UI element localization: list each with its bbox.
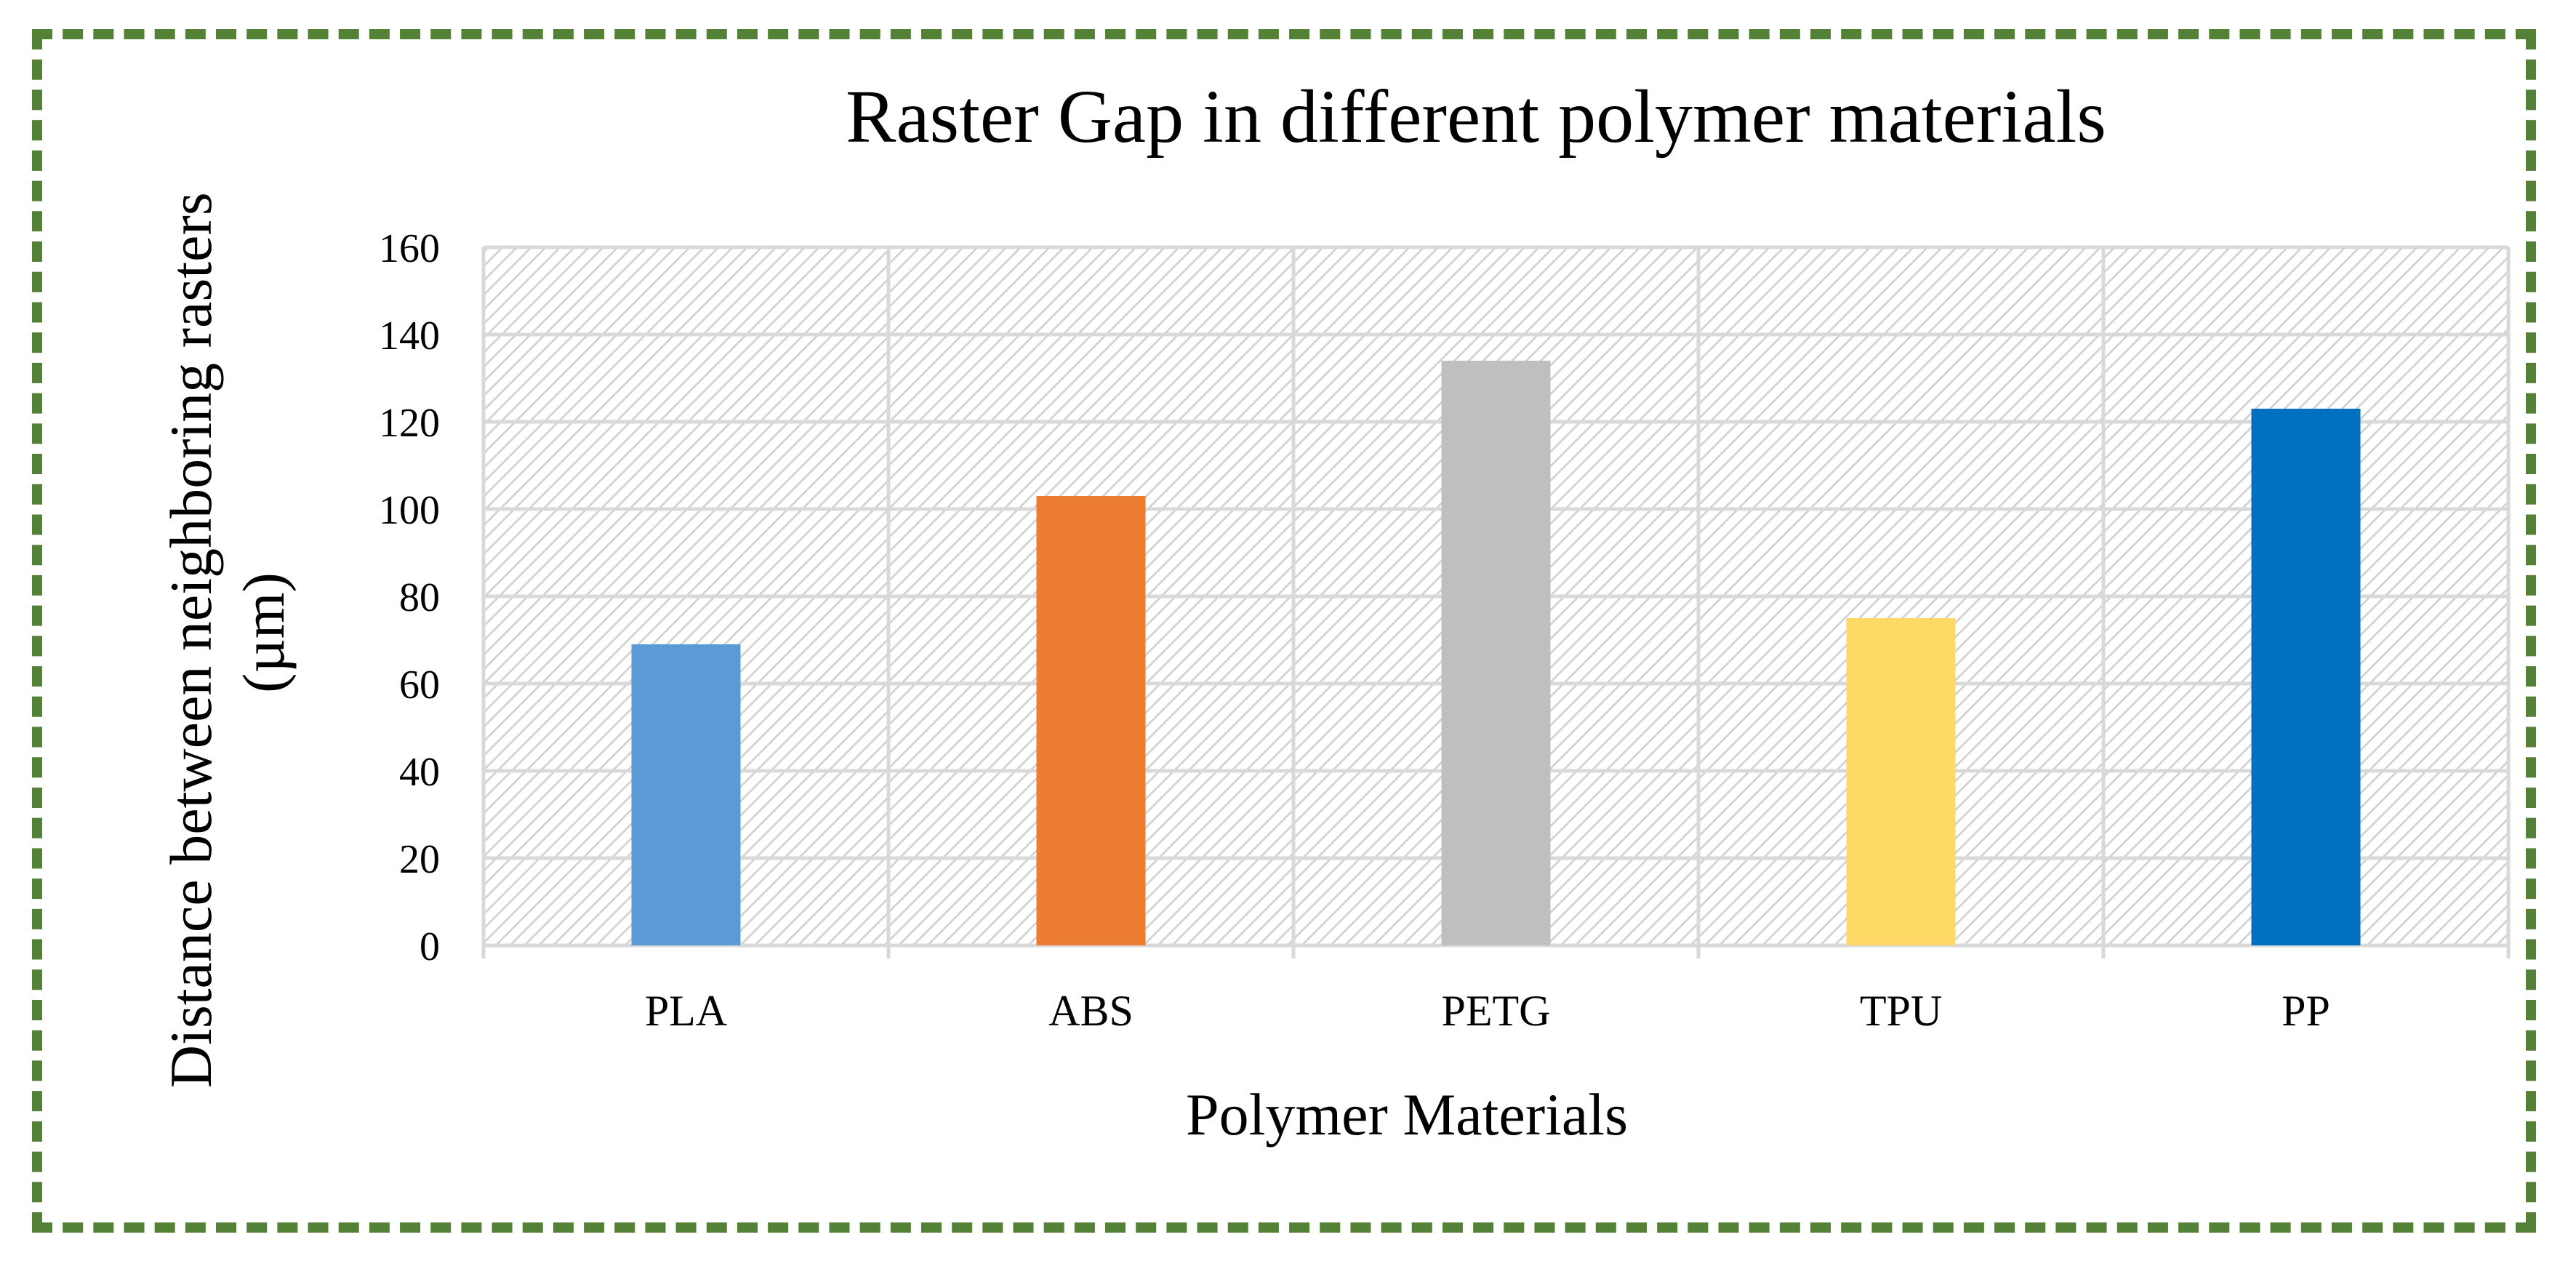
bar-petg	[1441, 361, 1551, 945]
y-tick-label: 100	[379, 488, 440, 533]
x-axis-categories: PLA ABS PETG TPU PP	[645, 987, 2330, 1035]
x-tick-label-petg: PETG	[1442, 987, 1551, 1035]
y-tick-label: 140	[379, 313, 440, 359]
y-axis-title-line-2: (µm)	[230, 572, 297, 693]
y-tick-label: 40	[399, 750, 440, 795]
y-axis-title: Distance between neighboring rasters (µm…	[158, 177, 297, 1088]
y-tick-label: 80	[399, 575, 440, 620]
y-axis-ticks: 0 20 40 60 80 100 120 140 160	[379, 226, 440, 969]
bars	[631, 361, 2361, 945]
y-tick-label: 120	[379, 401, 440, 446]
y-axis-title-line-1: Distance between neighboring rasters	[158, 192, 224, 1088]
y-tick-label: 20	[399, 837, 440, 882]
x-tick-label-pp: PP	[2282, 987, 2330, 1035]
bar-pp	[2251, 409, 2361, 945]
y-tick-label: 160	[379, 226, 440, 271]
bar-tpu	[1846, 618, 1956, 945]
x-tick-label-tpu: TPU	[1860, 987, 1942, 1035]
x-axis-title: Polymer Materials	[1186, 1081, 1628, 1148]
x-tick-label-pla: PLA	[645, 987, 727, 1035]
chart-title: Raster Gap in different polymer material…	[846, 75, 2106, 159]
x-tick-label-abs: ABS	[1048, 987, 1133, 1035]
bar-pla	[631, 644, 741, 945]
bar-abs	[1036, 496, 1146, 945]
y-tick-label: 60	[399, 662, 440, 708]
y-tick-label: 0	[420, 924, 440, 969]
